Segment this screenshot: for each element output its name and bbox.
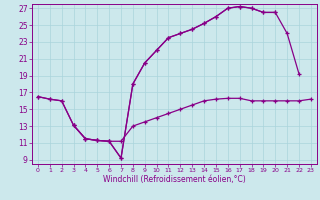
X-axis label: Windchill (Refroidissement éolien,°C): Windchill (Refroidissement éolien,°C) [103, 175, 246, 184]
